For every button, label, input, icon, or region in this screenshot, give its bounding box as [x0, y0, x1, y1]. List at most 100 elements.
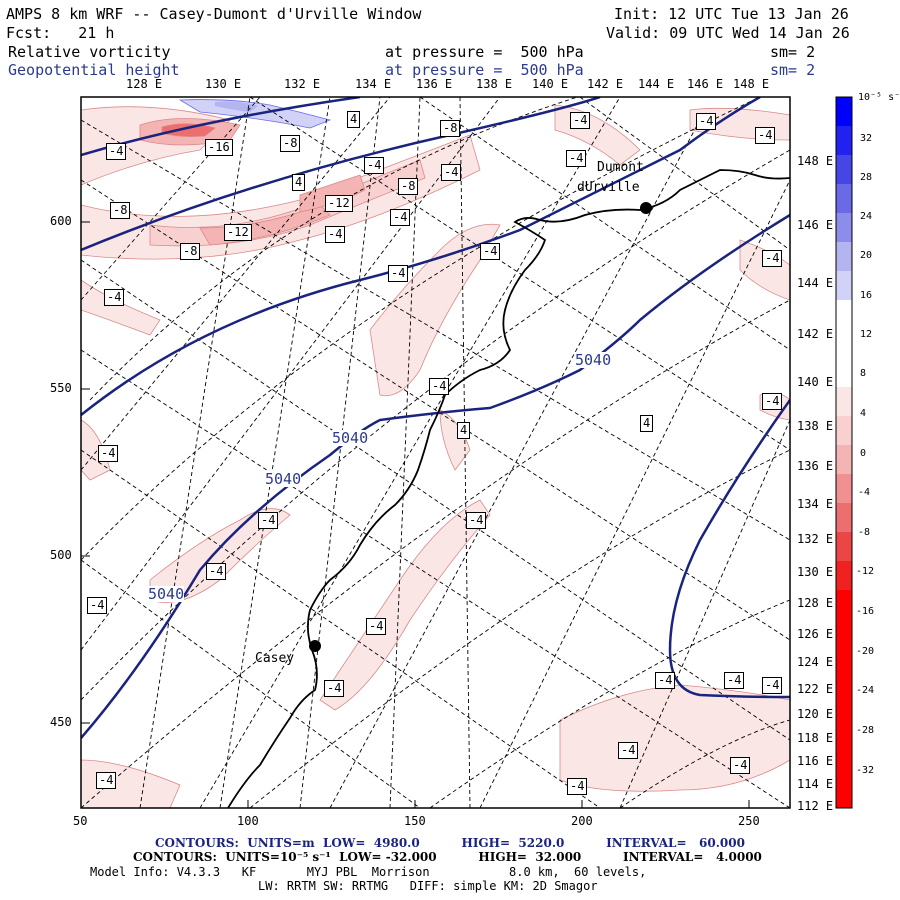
forecast-hour: Fcst: 21 h [6, 24, 115, 42]
lon-label: 134 E [355, 77, 392, 91]
vorticity-label: -4 [98, 445, 119, 462]
vorticity-label: -8 [440, 120, 461, 137]
colorbar-label: -32 [856, 765, 875, 776]
station-name-casey: Casey [255, 651, 295, 666]
lon-label: 120 E [797, 707, 834, 721]
vorticity-label: -4 [655, 672, 676, 689]
field2-name: Geopotential height [8, 61, 180, 79]
station-marker-dumont [640, 202, 652, 214]
init-time: Init: 12 UTC Tue 13 Jan 26 [614, 5, 849, 23]
lon-label: 140 E [797, 375, 834, 389]
vorticity-label: -4 [730, 757, 751, 774]
colorbar [835, 96, 853, 809]
colorbar-label: 12 [860, 329, 873, 340]
vorticity-label: -4 [480, 243, 501, 260]
vorticity-label: 4 [347, 111, 361, 128]
height-contours-info: CONTOURS: UNITS=m LOW= 4980.0 HIGH= 5220… [155, 836, 745, 850]
vorticity-label: -4 [206, 563, 227, 580]
colorbar-label: 32 [860, 133, 873, 144]
vorticity-label: -4 [87, 597, 108, 614]
lon-label: 122 E [797, 682, 834, 696]
lon-label: 112 E [797, 799, 834, 813]
field1-level: at pressure = 500 hPa [385, 43, 584, 61]
lon-label: 148 E [733, 77, 770, 91]
plot-frame [80, 96, 791, 809]
vorticity-label: -4 [755, 127, 776, 144]
vorticity-label: -4 [258, 512, 279, 529]
lon-label: 114 E [797, 777, 834, 791]
colorbar-label: 0 [860, 448, 867, 459]
vorticity-label: -16 [205, 139, 233, 156]
vorticity-label: -8 [398, 178, 419, 195]
vorticity-label: -4 [429, 378, 450, 395]
lon-label: 144 E [797, 276, 834, 290]
vorticity-label: -4 [724, 672, 745, 689]
lon-label: 126 E [797, 627, 834, 641]
lon-label: 124 E [797, 655, 834, 669]
y-axis-label: 500 [50, 548, 72, 562]
height-contour-label: 5040 [265, 470, 302, 488]
lon-label: 142 E [797, 327, 834, 341]
lon-label: 132 E [284, 77, 321, 91]
vorticity-label: -4 [762, 393, 783, 410]
vorticity-label: -4 [567, 778, 588, 795]
vorticity-label: -4 [570, 112, 591, 129]
colorbar-label: 16 [860, 290, 873, 301]
field1-name: Relative vorticity [8, 43, 171, 61]
colorbar-label: 8 [860, 368, 867, 379]
field2-level: at pressure = 500 hPa [385, 61, 584, 79]
vorticity-label: -4 [366, 618, 387, 635]
station-marker-casey [309, 640, 321, 652]
colorbar-label: -12 [856, 566, 875, 577]
lon-label: 138 E [476, 77, 513, 91]
height-contour-label: 5040 [575, 351, 612, 369]
lon-label: 144 E [638, 77, 675, 91]
vorticity-label: -4 [325, 226, 346, 243]
height-contour-label: 5040 [332, 429, 369, 447]
vorticity-label: 4 [640, 415, 654, 432]
vorticity-label: -4 [696, 113, 717, 130]
lon-label: 116 E [797, 754, 834, 768]
model-info-physics: LW: RRTM SW: RRTMG DIFF: simple KM: 2D S… [258, 879, 598, 893]
lon-label: 132 E [797, 532, 834, 546]
vorticity-label: -4 [104, 289, 125, 306]
valid-time: Valid: 09 UTC Wed 14 Jan 26 [606, 24, 850, 42]
lon-label: 128 E [126, 77, 163, 91]
lon-label: 130 E [205, 77, 242, 91]
lon-label: 142 E [587, 77, 624, 91]
positive-vorticity-core [215, 101, 258, 112]
model-info: Model Info: V4.3.3 KF MYJ PBL Morrison 8… [90, 865, 647, 879]
vorticity-label: -12 [224, 224, 252, 241]
plot-title: AMPS 8 km WRF -- Casey-Dumont d'Urville … [6, 5, 422, 23]
station-name-durville: dUrville [577, 180, 640, 195]
x-axis-label: 200 [571, 814, 593, 828]
colorbar-label: -28 [856, 725, 875, 736]
colorbar-label: -16 [856, 606, 875, 617]
vorticity-label: -4 [441, 164, 462, 181]
lon-label: 130 E [797, 565, 834, 579]
vorticity-label: -8 [180, 243, 201, 260]
lon-label: 148 E [797, 154, 834, 168]
axis-ticks [80, 221, 750, 808]
x-axis-label: 250 [738, 814, 760, 828]
lon-label: 146 E [797, 218, 834, 232]
colorbar-label: -4 [858, 487, 871, 498]
x-axis-label: 50 [73, 814, 88, 828]
vorticity-label: -8 [110, 202, 131, 219]
vorticity-label: 4 [292, 174, 306, 191]
vorticity-label: -4 [566, 150, 587, 167]
y-axis-label: 600 [50, 214, 72, 228]
colorbar-label: -8 [858, 527, 871, 538]
vorticity-label: -4 [466, 512, 487, 529]
vorticity-label: -4 [364, 157, 385, 174]
lon-label: 118 E [797, 731, 834, 745]
height-contour-label: 5040 [148, 585, 185, 603]
vorticity-label: -12 [325, 195, 353, 212]
station-name-dumont: Dumont [597, 160, 644, 175]
vorticity-label: -4 [388, 265, 409, 282]
lon-label: 138 E [797, 419, 834, 433]
vorticity-label: -4 [618, 742, 639, 759]
vorticity-label: -4 [762, 250, 783, 267]
vorticity-contours-info: CONTOURS: UNITS=10⁻⁵ s⁻¹ LOW= -32.000 HI… [133, 850, 762, 864]
vorticity-label: -4 [762, 677, 783, 694]
